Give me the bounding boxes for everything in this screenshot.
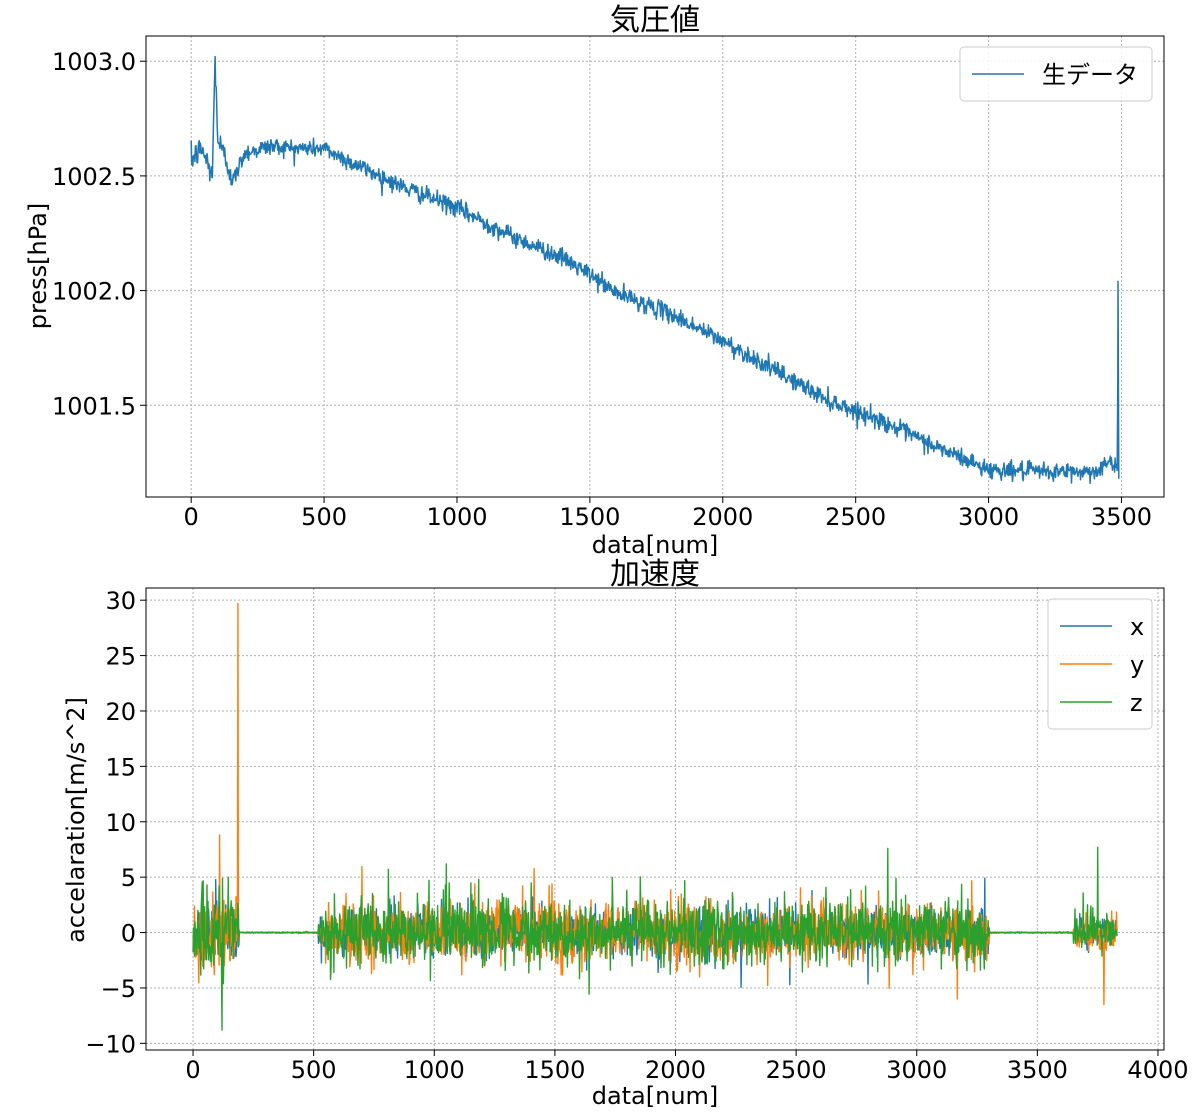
x-tick-label: 3500	[1007, 1056, 1068, 1084]
legend: xyz	[1047, 598, 1153, 730]
y-tick-label: 1001.5	[52, 392, 136, 420]
legend-label: y	[1130, 651, 1144, 679]
y-tick-label: 5	[121, 864, 136, 892]
x-tick-label: 500	[291, 1056, 337, 1084]
y-tick-label: 15	[105, 753, 136, 781]
plot-frame	[145, 587, 1165, 1051]
y-axis-label: accelaration[m/s^2]	[62, 697, 90, 943]
pressure-chart: 気圧値 0 500 1000 1500 2000 2500 3000 3500 1001.51…	[24, 3, 1165, 559]
x-tick-label: 1000	[426, 503, 487, 531]
legend: 生データ	[959, 46, 1153, 102]
y-tick-label: 20	[105, 698, 136, 726]
y-tick-label: 30	[105, 587, 136, 615]
x-tick-label: 2500	[825, 503, 886, 531]
x-tick-label: 2000	[692, 503, 753, 531]
series-line-z	[192, 846, 1118, 1031]
x-ticks: 0 500 1000 1500 2000 2500 3000 3500	[184, 497, 1152, 531]
x-axis-label: data[num]	[592, 531, 719, 559]
series-lines	[190, 55, 1120, 485]
series-lines	[192, 602, 1118, 1031]
y-tick-label: 0	[121, 920, 136, 948]
chart-title: 加速度	[610, 557, 700, 592]
x-tick-label: 0	[185, 1056, 200, 1084]
x-tick-label: 2000	[645, 1056, 706, 1084]
acceleration-chart: 加速度 0 500 1000 1500 2000 2500 3000 3500 4000 −10…	[62, 557, 1189, 1110]
y-tick-label: −5	[101, 975, 136, 1003]
x-tick-label: 0	[184, 503, 199, 531]
y-ticks: 1001.5 1002.0 1002.5 1003.0	[52, 48, 146, 420]
x-tick-label: 3000	[886, 1056, 947, 1084]
x-axis-label: data[num]	[592, 1082, 719, 1110]
y-ticks: −10 −5 0 5 10 15 20 25 30	[85, 587, 146, 1058]
plot-frame	[145, 35, 1165, 498]
y-tick-label: 10	[105, 809, 136, 837]
x-tick-label: 1500	[559, 503, 620, 531]
y-tick-label: 25	[105, 643, 136, 671]
chart-title: 気圧値	[610, 3, 700, 38]
x-tick-label: 1000	[404, 1056, 465, 1084]
x-tick-label: 3000	[958, 503, 1019, 531]
legend-frame	[959, 46, 1153, 102]
grid	[146, 588, 1164, 1050]
x-tick-label: 2500	[766, 1056, 827, 1084]
x-tick-label: 3500	[1091, 503, 1152, 531]
legend-label: z	[1130, 689, 1143, 717]
y-tick-label: 1002.5	[52, 163, 136, 191]
grid	[146, 36, 1164, 497]
y-tick-label: 1003.0	[52, 48, 136, 76]
x-ticks: 0 500 1000 1500 2000 2500 3000 3500 4000	[185, 1050, 1189, 1084]
legend-label: 生データ	[1042, 61, 1138, 89]
y-axis-label: press[hPa]	[24, 203, 52, 329]
x-tick-label: 1500	[524, 1056, 585, 1084]
legend-label: x	[1130, 613, 1144, 641]
x-tick-label: 4000	[1127, 1056, 1188, 1084]
series-line-raw	[190, 55, 1120, 485]
y-tick-label: −10	[85, 1030, 136, 1058]
x-tick-label: 500	[301, 503, 347, 531]
y-tick-label: 1002.0	[52, 278, 136, 306]
